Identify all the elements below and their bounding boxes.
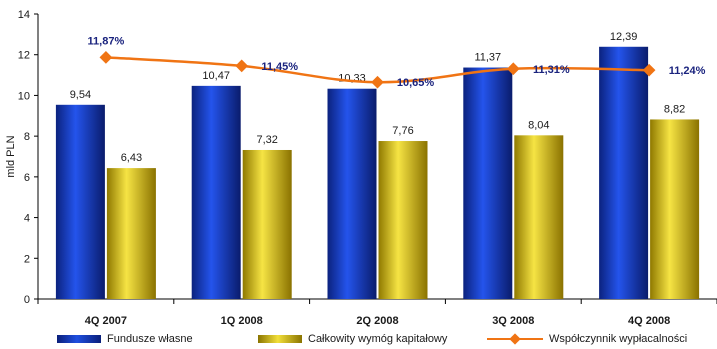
bar-wymog [514,135,564,299]
x-tick-label: 2Q 2008 [356,315,398,327]
data-label-wymog: 6,43 [121,152,142,164]
x-tick-label: 3Q 2008 [492,315,534,327]
y-tick-label: 0 [24,294,30,306]
y-axis-label: mld PLN [5,135,17,177]
y-tick-label: 2 [24,253,30,265]
data-label-wymog: 8,04 [528,119,549,131]
legend-label-fundusze: Fundusze własne [107,333,193,345]
legend-item-wymog: Całkowity wymóg kapitałowy [258,329,447,349]
legend-item-wspolczynnik: Współczynnik wypłacalności [487,329,687,349]
x-tick-label: 4Q 2007 [85,315,127,327]
legend-label-wymog: Całkowity wymóg kapitałowy [308,333,448,345]
data-label-fundusze: 11,37 [474,52,501,64]
y-tick-label: 14 [18,9,30,21]
bar-fundusze [599,46,649,300]
data-label-wspolczynnik: 11,24% [669,65,706,77]
data-label-fundusze: 12,39 [610,31,638,43]
data-label-wspolczynnik: 11,31% [533,64,570,76]
legend-swatch-line [487,333,543,345]
y-tick-label: 4 [24,213,30,225]
data-label-wspolczynnik: 11,45% [261,61,298,73]
bar-wymog [650,119,700,299]
data-label-wymog: 8,82 [664,103,685,115]
y-tick-label: 12 [18,50,30,62]
marker-wspolczynnik [235,59,249,73]
bar-wymog [106,168,156,299]
marker-wspolczynnik [99,50,113,64]
y-tick-label: 8 [24,131,30,143]
y-tick-label: 10 [18,90,30,102]
bar-wymog [378,141,428,299]
marker-wspolczynnik [371,75,384,89]
bar-wymog [242,149,292,299]
bar-fundusze [327,88,377,299]
data-label-fundusze: 10,33 [338,73,366,85]
bar-fundusze [463,67,513,300]
legend-swatch-gold [258,335,302,343]
data-label-fundusze: 10,47 [202,70,230,82]
legend-swatch-blue [57,335,101,343]
x-tick-label: 4Q 2008 [628,315,670,327]
legend-item-fundusze: Fundusze własne [57,329,193,349]
y-tick-label: 6 [24,172,30,184]
bar-fundusze [191,85,241,299]
data-label-wspolczynnik: 11,87% [88,35,125,47]
bar-fundusze [55,104,105,300]
data-label-wymog: 7,76 [392,125,413,137]
chart-plot: 0 2 4 6 8 10 12 14 mld PLN 4Q 2007 1Q 2008 2Q 2008 3… [5,9,717,327]
data-label-wspolczynnik: 10,65% [397,77,435,89]
data-label-fundusze: 9,54 [70,89,91,101]
legend-label-wspolczynnik: Współczynnik wypłacalności [549,333,688,345]
data-label-wymog: 7,32 [256,134,277,146]
x-tick-label: 1Q 2008 [221,315,263,327]
chart-legend: Fundusze własne Całkowity wymóg kapitało… [0,329,717,349]
